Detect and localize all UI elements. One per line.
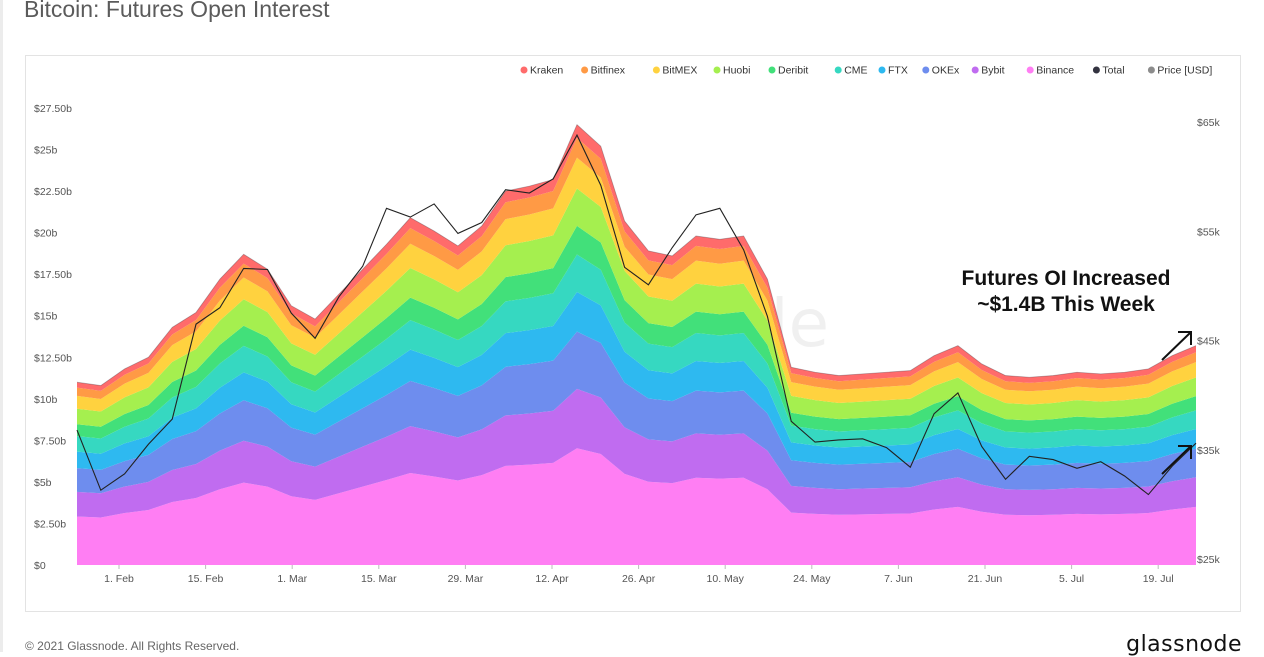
x-tick-label: 1. Mar xyxy=(277,573,307,585)
legend-dot xyxy=(713,66,721,74)
legend-dot xyxy=(581,66,589,74)
annotation-line-2: ~$1.4B This Week xyxy=(977,293,1155,316)
legend-item-okex: OKEx xyxy=(922,65,960,77)
legend-label: Binance xyxy=(1036,65,1074,77)
area-deribit xyxy=(77,225,1196,439)
y-left-tick-label: $27.50b xyxy=(34,103,72,115)
legend-label: Kraken xyxy=(530,65,563,77)
area-okex xyxy=(77,331,1196,494)
legend-item-bitfinex: Bitfinex xyxy=(581,65,626,77)
price-line-group xyxy=(76,133,1197,496)
arrow-lower-shaft xyxy=(1161,445,1192,475)
legend-item-binance: Binance xyxy=(1026,65,1074,77)
page-title: Bitcoin: Futures Open Interest xyxy=(24,0,330,22)
legend-item-total: Total xyxy=(1092,65,1125,77)
legend-item-deribit: Deribit xyxy=(768,65,808,77)
x-tick-label: 12. Apr xyxy=(535,573,569,585)
total-line xyxy=(76,123,1197,386)
legend-item-price-usd: Price [USD] xyxy=(1147,65,1212,77)
y-right-tick-label: $45k xyxy=(1197,336,1221,348)
y-right-tick-label: $65k xyxy=(1197,117,1221,129)
futures-open-interest-chart: glassnode $0$2.50b$5b$7.50b$10b$12.50b$1… xyxy=(34,65,1221,586)
arrow-upper-shaft xyxy=(1161,331,1192,361)
legend-label: CME xyxy=(844,65,867,77)
legend-dot xyxy=(878,66,886,74)
legend-item-bybit: Bybit xyxy=(971,65,1005,77)
area-cme xyxy=(77,254,1196,454)
y-left-tick-label: $15b xyxy=(34,311,58,323)
y-axis-left: $0 $2.50b $5b $7.50b $10b $12.50b $15b $17.50b $… xyxy=(34,103,72,572)
legend-label: FTX xyxy=(888,65,908,77)
y-left-tick-label: $7.50b xyxy=(34,435,66,447)
legend-dot xyxy=(971,66,979,74)
annotation-arrows xyxy=(1161,331,1192,475)
legend-dot xyxy=(520,66,528,74)
legend-label: Price [USD] xyxy=(1157,65,1212,77)
y-left-tick-label: $22.50b xyxy=(34,186,72,198)
legend-label: OKEx xyxy=(932,65,960,77)
x-tick-label: 26. Apr xyxy=(622,573,656,585)
x-axis: 1. Feb 15. Feb 1. Mar 15. Mar 29. Mar 12. Apr… xyxy=(104,565,1174,585)
legend-dot xyxy=(922,66,930,74)
x-tick-label: 21. Jun xyxy=(968,573,1003,585)
x-tick-label: 15. Feb xyxy=(188,573,224,585)
y-left-tick-label: $12.50b xyxy=(34,352,72,364)
x-tick-label: 29. Mar xyxy=(448,573,484,585)
area-binance xyxy=(77,448,1196,565)
legend-dot xyxy=(652,66,660,74)
legend-label: Total xyxy=(1102,65,1124,77)
y-left-tick-label: $0 xyxy=(34,560,46,572)
legend-label: Bybit xyxy=(981,65,1004,77)
arrow-lower-head xyxy=(1178,445,1192,459)
legend-item-huobi: Huobi xyxy=(713,65,750,77)
arrow-upper-head xyxy=(1178,331,1192,345)
legend-dot xyxy=(768,66,776,74)
x-tick-label: 19. Jul xyxy=(1143,573,1174,585)
left-border xyxy=(0,0,3,652)
y-left-tick-label: $25b xyxy=(34,145,58,157)
legend-item-ftx: FTX xyxy=(878,65,908,77)
legend: Kraken Bitfinex BitMEX Huobi Deribit CME FTX OK… xyxy=(520,65,1212,77)
x-tick-label: 7. Jun xyxy=(884,573,913,585)
price-line xyxy=(76,133,1197,496)
y-left-tick-label: $17.50b xyxy=(34,269,72,281)
y-left-tick-label: $5b xyxy=(34,477,52,489)
stacked-areas xyxy=(76,123,1197,565)
y-left-tick-label: $10b xyxy=(34,394,58,406)
x-tick-label: 24. May xyxy=(793,573,831,585)
y-right-tick-label: $25k xyxy=(1197,554,1221,566)
legend-item-cme: CME xyxy=(834,65,868,77)
legend-dot xyxy=(834,66,842,74)
legend-item-kraken: Kraken xyxy=(520,65,563,77)
x-tick-label: 1. Feb xyxy=(104,573,134,585)
legend-item-bitmex: BitMEX xyxy=(652,65,697,77)
x-tick-label: 15. Mar xyxy=(361,573,397,585)
legend-dot xyxy=(1147,66,1155,74)
copyright: © 2021 Glassnode. All Rights Reserved. xyxy=(25,639,240,653)
legend-label: Deribit xyxy=(778,65,808,77)
area-ftx xyxy=(77,291,1196,470)
area-bybit xyxy=(77,388,1196,518)
annotation-line-1: Futures OI Increased xyxy=(961,267,1171,290)
y-left-tick-label: $20b xyxy=(34,228,58,240)
x-tick-label: 5. Jul xyxy=(1059,573,1084,585)
y-right-tick-label: $55k xyxy=(1197,226,1221,238)
brand-logo: glassnode xyxy=(1126,632,1242,657)
legend-label: BitMEX xyxy=(662,65,697,77)
legend-dot xyxy=(1092,66,1100,74)
annotation-text: Futures OI Increased ~$1.4B This Week xyxy=(946,266,1186,318)
chart-panel: glassnode $0$2.50b$5b$7.50b$10b$12.50b$1… xyxy=(25,55,1241,612)
area-huobi xyxy=(77,188,1196,427)
y-axis-right: $25k $35k $45k $55k $65k xyxy=(1197,117,1221,566)
y-left-tick-label: $2.50b xyxy=(34,518,66,530)
legend-label: Huobi xyxy=(723,65,750,77)
legend-label: Bitfinex xyxy=(591,65,626,77)
y-right-tick-label: $35k xyxy=(1197,445,1221,457)
x-tick-label: 10. May xyxy=(707,573,745,585)
legend-dot xyxy=(1026,66,1034,74)
